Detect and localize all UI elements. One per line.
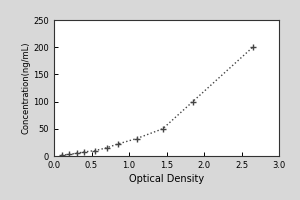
X-axis label: Optical Density: Optical Density xyxy=(129,174,204,184)
Y-axis label: Concentration(ng/mL): Concentration(ng/mL) xyxy=(22,42,31,134)
